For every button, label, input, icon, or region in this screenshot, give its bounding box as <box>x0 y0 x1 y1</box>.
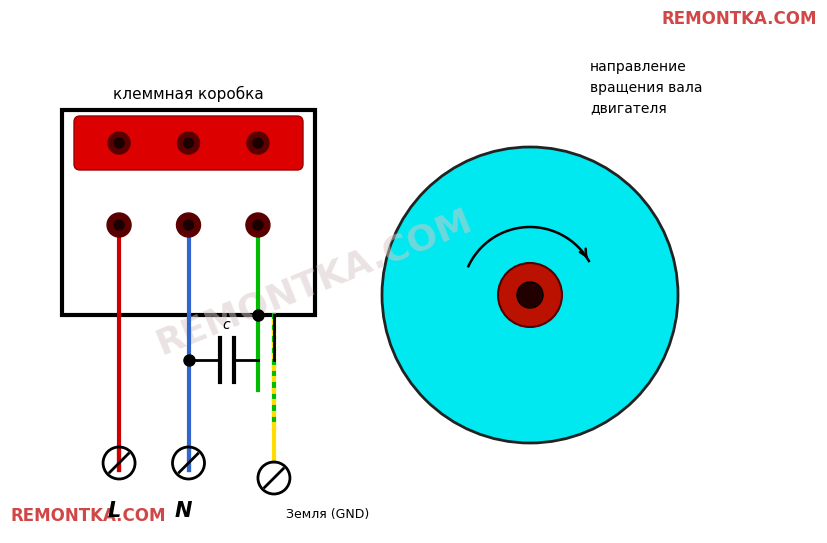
Circle shape <box>184 220 194 230</box>
Bar <box>62 110 315 315</box>
Text: c: c <box>222 318 230 332</box>
Circle shape <box>498 263 562 327</box>
Circle shape <box>176 213 200 237</box>
Circle shape <box>114 220 124 230</box>
Circle shape <box>184 138 194 148</box>
Text: REMONTKA.COM: REMONTKA.COM <box>151 203 477 362</box>
Circle shape <box>382 147 678 443</box>
Text: N: N <box>174 501 192 521</box>
Text: REMONTKA.COM: REMONTKA.COM <box>662 10 817 28</box>
Circle shape <box>253 220 263 230</box>
Circle shape <box>517 282 543 308</box>
Text: REMONTKA.COM: REMONTKA.COM <box>10 507 165 525</box>
Text: направление
вращения вала
двигателя: направление вращения вала двигателя <box>590 60 702 115</box>
Circle shape <box>247 132 269 154</box>
Circle shape <box>246 213 270 237</box>
Text: клеммная коробка: клеммная коробка <box>113 86 264 102</box>
Circle shape <box>178 132 199 154</box>
Circle shape <box>253 138 263 148</box>
Text: L: L <box>108 501 121 521</box>
FancyBboxPatch shape <box>74 116 303 170</box>
Circle shape <box>107 213 131 237</box>
Circle shape <box>114 138 124 148</box>
Circle shape <box>108 132 130 154</box>
Text: Земля (GND): Земля (GND) <box>286 508 369 521</box>
